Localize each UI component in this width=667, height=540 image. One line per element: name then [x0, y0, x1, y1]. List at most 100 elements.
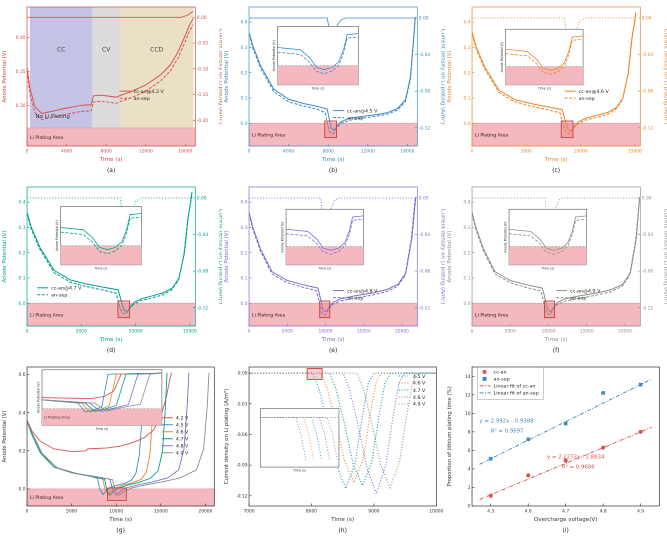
series-an-sep	[471, 14, 637, 135]
inset-x-label: Time (s)	[94, 266, 108, 270]
tick-label: 0.0	[463, 301, 470, 307]
legend-label: cc-an@4.6 V	[578, 89, 609, 95]
tick-label: 20000	[395, 329, 409, 335]
region-CCD	[120, 7, 194, 146]
legend-label: an-sep	[348, 116, 364, 121]
tick-label: 0.4	[463, 200, 470, 206]
inset-x-label: Time (s)	[537, 86, 551, 90]
inset-y-label: Anode Potential (V)	[500, 42, 504, 73]
y-axis-right-label: Current density on Li plating (A/m²)	[217, 209, 222, 305]
tick-label: -0.08	[641, 269, 653, 275]
panel-h: 7000 8000 9000 10000 0.00 -0.03 -0.06 -0.09 -0.1…	[222, 360, 444, 540]
annotation: R² = 0.9686	[562, 463, 595, 470]
marker-cc-an	[563, 458, 568, 463]
tick-label: 0.30	[16, 103, 26, 109]
tick-label: 5000	[504, 329, 515, 335]
tick-label: 0	[467, 504, 470, 510]
tick-label: 7000	[244, 509, 255, 515]
tick-label: 0.0	[19, 486, 26, 492]
tick-label: 0.00	[641, 16, 651, 22]
series-4.9 V	[27, 372, 210, 496]
tick-label: 5000	[282, 329, 293, 335]
legend-label: cc-an@4.7 V	[51, 286, 82, 292]
tick-label: 0.1	[241, 96, 248, 102]
annotation: y = 2.2272x - 2.8834	[547, 455, 605, 461]
legend-label: cc-an@4.2 V	[134, 89, 165, 95]
tick-label: -0.05	[197, 41, 209, 47]
legend-label: 4.8 V	[413, 395, 426, 401]
series-4.8 V	[249, 372, 437, 496]
tick-label: 0.3	[463, 225, 470, 231]
legend-label: an-sep	[134, 97, 150, 102]
panel-d: Li Plating Area 0 5000 10000 15000 0.0 0.1 0.2 0…	[0, 180, 222, 360]
tick-label: 0.2	[241, 250, 248, 256]
marker-an-sep	[600, 391, 605, 395]
panel-f: Li Plating Area 0 5000 10000 15000 20000 0.0 0.…	[445, 180, 667, 360]
tick-label: -0.12	[641, 125, 653, 131]
chart-h: 7000 8000 9000 10000 0.00 -0.03 -0.06 -0.09 -0.1…	[223, 366, 444, 534]
legend-label: 4.8 V	[176, 443, 189, 449]
legend-label: an-sep	[493, 378, 509, 383]
tick-label: 15000	[183, 329, 197, 335]
tick-label: 0.3	[463, 45, 470, 51]
series-current-density	[471, 197, 640, 253]
tick-label: 20000	[618, 329, 632, 335]
tick-label: 0	[470, 329, 473, 335]
tick-label: -0.09	[236, 463, 248, 469]
tick-label: 0.4	[241, 20, 248, 26]
x-axis-label: Time (s)	[321, 337, 345, 343]
tick-label: 0.35	[16, 69, 26, 75]
panel-caption: (a)	[107, 167, 115, 174]
inset-y-label: Anode Potential (V)	[37, 382, 41, 413]
marker-cc-an	[488, 493, 493, 498]
tick-label: -0.08	[197, 269, 209, 275]
tick-label: 0.00	[419, 196, 429, 202]
legend-label: an-sep	[348, 296, 364, 301]
tick-label: -0.12	[197, 305, 209, 311]
x-axis-label: Time (s)	[108, 517, 132, 523]
tick-label: 5000	[520, 149, 531, 155]
series-current-density	[27, 10, 194, 18]
zoom-highlight-box	[324, 120, 338, 139]
plot-frame	[249, 366, 437, 507]
zoom-highlight-box	[307, 367, 323, 380]
series-cc-an	[249, 197, 417, 313]
inset-x-label: Time (s)	[540, 266, 554, 270]
tick-label: 4000	[61, 149, 72, 155]
plot-frame	[26, 186, 196, 327]
tick-label: 0.00	[238, 371, 248, 377]
tick-label: 0.40	[16, 35, 26, 41]
tick-label: -0.03	[236, 401, 248, 407]
band-label: Li Plating Area	[30, 135, 63, 141]
panel-e: Li Plating Area 0 5000 10000 15000 20000 0.0 0.…	[222, 180, 445, 360]
tick-label: 10000	[430, 509, 444, 515]
plot-frame	[26, 366, 215, 507]
tick-label: 4.8	[599, 509, 606, 515]
tick-label: 0	[248, 329, 251, 335]
legend-label: 4.5 V	[413, 374, 426, 380]
legend-label: 4.9 V	[413, 402, 426, 408]
tick-label: 10000	[319, 329, 333, 335]
zoom-highlight-box	[319, 300, 331, 319]
tick-label: 14	[465, 374, 471, 380]
plot-frame	[471, 186, 641, 327]
tick-label: 0.1	[463, 96, 470, 102]
y-axis-label: Current density on Li plating (A/m²)	[223, 389, 230, 485]
legend-label: an-sep	[570, 296, 586, 301]
legend-label: cc-an@4.9 V	[570, 288, 601, 294]
tick-label: -0.04	[419, 232, 431, 238]
band-label: Li Plating Area	[252, 132, 285, 138]
y-axis-right-label: Current density on Li plating (A/m²)	[440, 209, 445, 305]
tick-label: 0.0	[463, 121, 470, 127]
band-label: Li Plating Area	[475, 132, 508, 138]
tick-label: 0.3	[241, 45, 248, 51]
legend-label: an-sep	[51, 294, 67, 299]
chart-a: CC CV CCD Li Plating Area 0 4000 8000 12000 1600…	[2, 6, 222, 174]
tick-label: 0.1	[241, 276, 248, 282]
tick-label: 0.2	[463, 250, 470, 256]
zoom-highlight-box	[117, 300, 131, 319]
series-cc-an	[471, 197, 640, 313]
band-label: Li Plating Area	[252, 312, 285, 318]
tick-label: 0.3	[241, 225, 248, 231]
tick-label: 10000	[541, 329, 555, 335]
